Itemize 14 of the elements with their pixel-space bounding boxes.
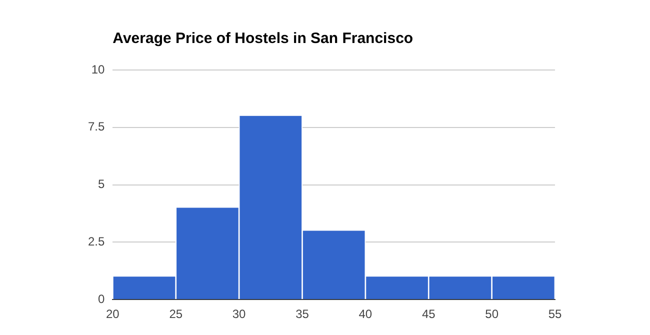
y-tick-label: 5 [98,177,105,192]
x-tick-label: 50 [485,307,499,322]
x-tick-label: 20 [106,307,120,322]
y-tick-label: 7.5 [88,120,105,134]
x-tick-label: 45 [422,307,436,322]
y-tick-label: 10 [91,62,105,76]
y-tick-label: 0 [98,292,105,306]
x-tick-label: 40 [358,307,372,322]
y-tick-label: 2.5 [88,234,105,249]
chart-title: Average Price of Hostels in San Francisco [112,30,414,48]
x-tick-label: 55 [548,307,562,322]
x-tick-label: 30 [232,307,246,322]
x-tick-label: 35 [296,307,310,322]
x-tick-label: 25 [169,307,183,322]
